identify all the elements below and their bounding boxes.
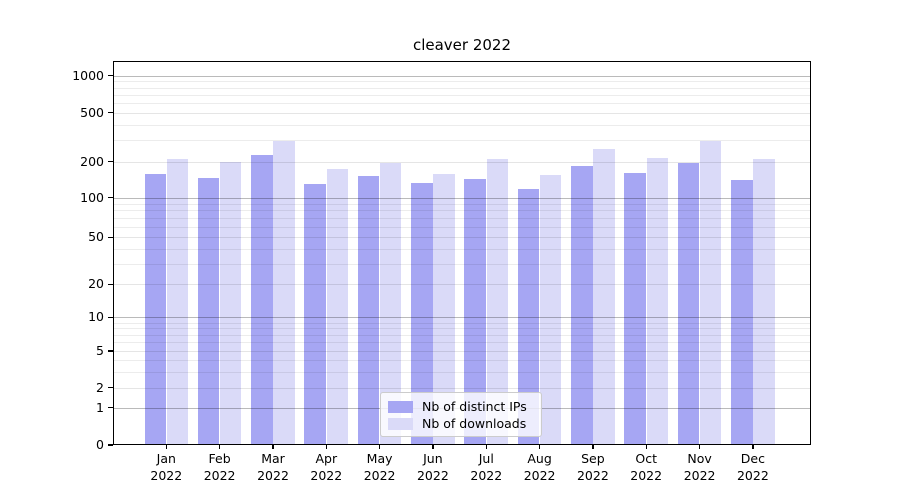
gridline-minor-700 <box>113 94 811 96</box>
gridline-minor-400 <box>113 124 811 126</box>
y-axis-tick-label-5: 5 <box>96 343 104 359</box>
bar-distinct-ips-apr <box>304 184 326 445</box>
gridline-500 <box>113 112 811 114</box>
y-axis-tick-10 <box>108 316 113 318</box>
x-axis-tick-label-jan: Jan 2022 <box>150 451 183 483</box>
bar-distinct-ips-nov <box>677 162 700 445</box>
legend-item-downloads: Nb of downloads <box>388 416 533 431</box>
bar-distinct-ips-sep <box>571 166 593 445</box>
x-axis-tick-aug <box>538 445 541 449</box>
bar-distinct-ips-aug <box>517 188 540 445</box>
x-axis-tick-nov <box>698 445 701 449</box>
bar-downloads-jun <box>433 174 455 445</box>
bar-downloads-oct <box>646 157 669 445</box>
bar-distinct-ips-jul <box>464 179 486 445</box>
y-axis-tick-label-1: 1 <box>96 399 104 415</box>
bar-distinct-ips-jan <box>144 174 167 445</box>
downloads-swatch-icon <box>388 417 413 430</box>
x-axis-tick-oct <box>645 445 647 449</box>
x-axis-tick-label-jun: Jun 2022 <box>416 451 449 483</box>
gridline-minor-600 <box>113 103 811 104</box>
y-axis-tick-label-1000: 1000 <box>72 67 104 83</box>
legend-label-downloads: Nb of downloads <box>422 416 527 431</box>
y-axis-tick-5 <box>108 350 113 352</box>
x-axis-tick-apr <box>325 445 327 449</box>
bar-distinct-ips-jun <box>411 182 433 445</box>
gridline-minor-800 <box>113 87 811 89</box>
bar-downloads-nov <box>699 140 722 445</box>
x-axis-tick-label-sep: Sep 2022 <box>576 451 609 483</box>
x-axis-tick-dec <box>752 445 754 449</box>
y-axis-tick-label-500: 500 <box>80 104 104 120</box>
x-axis-tick-jan <box>165 445 167 449</box>
bar-downloads-feb <box>219 161 242 445</box>
x-axis-tick-jun <box>432 445 434 449</box>
bar-downloads-dec <box>753 158 775 445</box>
bar-distinct-ips-dec <box>731 180 753 445</box>
x-axis-tick-label-nov: Nov 2022 <box>683 451 716 483</box>
y-axis-tick-label-100: 100 <box>80 189 104 205</box>
bar-downloads-sep <box>593 148 615 445</box>
y-axis-tick-50 <box>108 236 113 238</box>
x-axis-tick-may <box>378 445 381 449</box>
bar-distinct-ips-may <box>357 176 380 445</box>
y-axis-tick-label-200: 200 <box>80 153 104 169</box>
x-axis-tick-label-oct: Oct 2022 <box>630 451 663 483</box>
x-axis-tick-sep <box>592 445 594 449</box>
y-axis-tick-label-20: 20 <box>88 276 104 292</box>
bar-downloads-jul <box>486 158 509 445</box>
legend-item-distinct-ips: Nb of distinct IPs <box>388 399 533 414</box>
bar-distinct-ips-mar <box>251 155 273 445</box>
y-axis-tick-100 <box>108 196 113 199</box>
x-axis-tick-label-mar: Mar 2022 <box>257 451 289 483</box>
x-axis-tick-label-dec: Dec 2022 <box>736 451 769 483</box>
plot-area <box>113 61 811 445</box>
y-axis-tick-label-2: 2 <box>96 379 104 395</box>
distinct-ips-swatch-icon <box>388 400 413 413</box>
y-axis-tick-2 <box>108 387 113 389</box>
y-axis-tick-label-50: 50 <box>88 229 104 245</box>
x-axis-tick-feb <box>218 445 221 449</box>
y-axis-tick-500 <box>108 112 113 114</box>
bar-downloads-may <box>379 163 402 445</box>
x-axis-tick-label-aug: Aug 2022 <box>523 451 556 483</box>
x-axis-tick-mar <box>272 445 274 449</box>
gridline-1000 <box>113 75 811 77</box>
x-axis-tick-label-apr: Apr 2022 <box>310 451 343 483</box>
y-axis-tick-label-10: 10 <box>88 309 104 325</box>
y-axis-tick-0 <box>108 444 113 446</box>
x-axis-tick-jul <box>485 445 487 449</box>
x-axis-tick-label-feb: Feb 2022 <box>203 451 236 483</box>
legend-label-distinct-ips: Nb of distinct IPs <box>422 399 527 414</box>
y-axis-tick-1000 <box>108 75 113 77</box>
bar-downloads-mar <box>273 141 295 445</box>
gridline-minor-900 <box>113 81 811 83</box>
chart-title: cleaver 2022 <box>412 36 512 54</box>
bar-distinct-ips-oct <box>624 173 646 445</box>
y-axis-tick-1 <box>108 407 113 409</box>
bar-downloads-aug <box>539 174 562 445</box>
y-axis-tick-200 <box>108 161 113 163</box>
y-axis-tick-label-0: 0 <box>96 437 104 452</box>
y-axis-tick-20 <box>108 283 113 285</box>
bar-distinct-ips-feb <box>197 178 220 445</box>
bar-downloads-jan <box>166 159 189 445</box>
legend: Nb of distinct IPs Nb of downloads <box>380 392 542 437</box>
x-axis-tick-label-jul: Jul 2022 <box>470 451 503 483</box>
bar-downloads-apr <box>326 169 349 445</box>
x-axis-tick-label-may: May 2022 <box>363 451 396 483</box>
